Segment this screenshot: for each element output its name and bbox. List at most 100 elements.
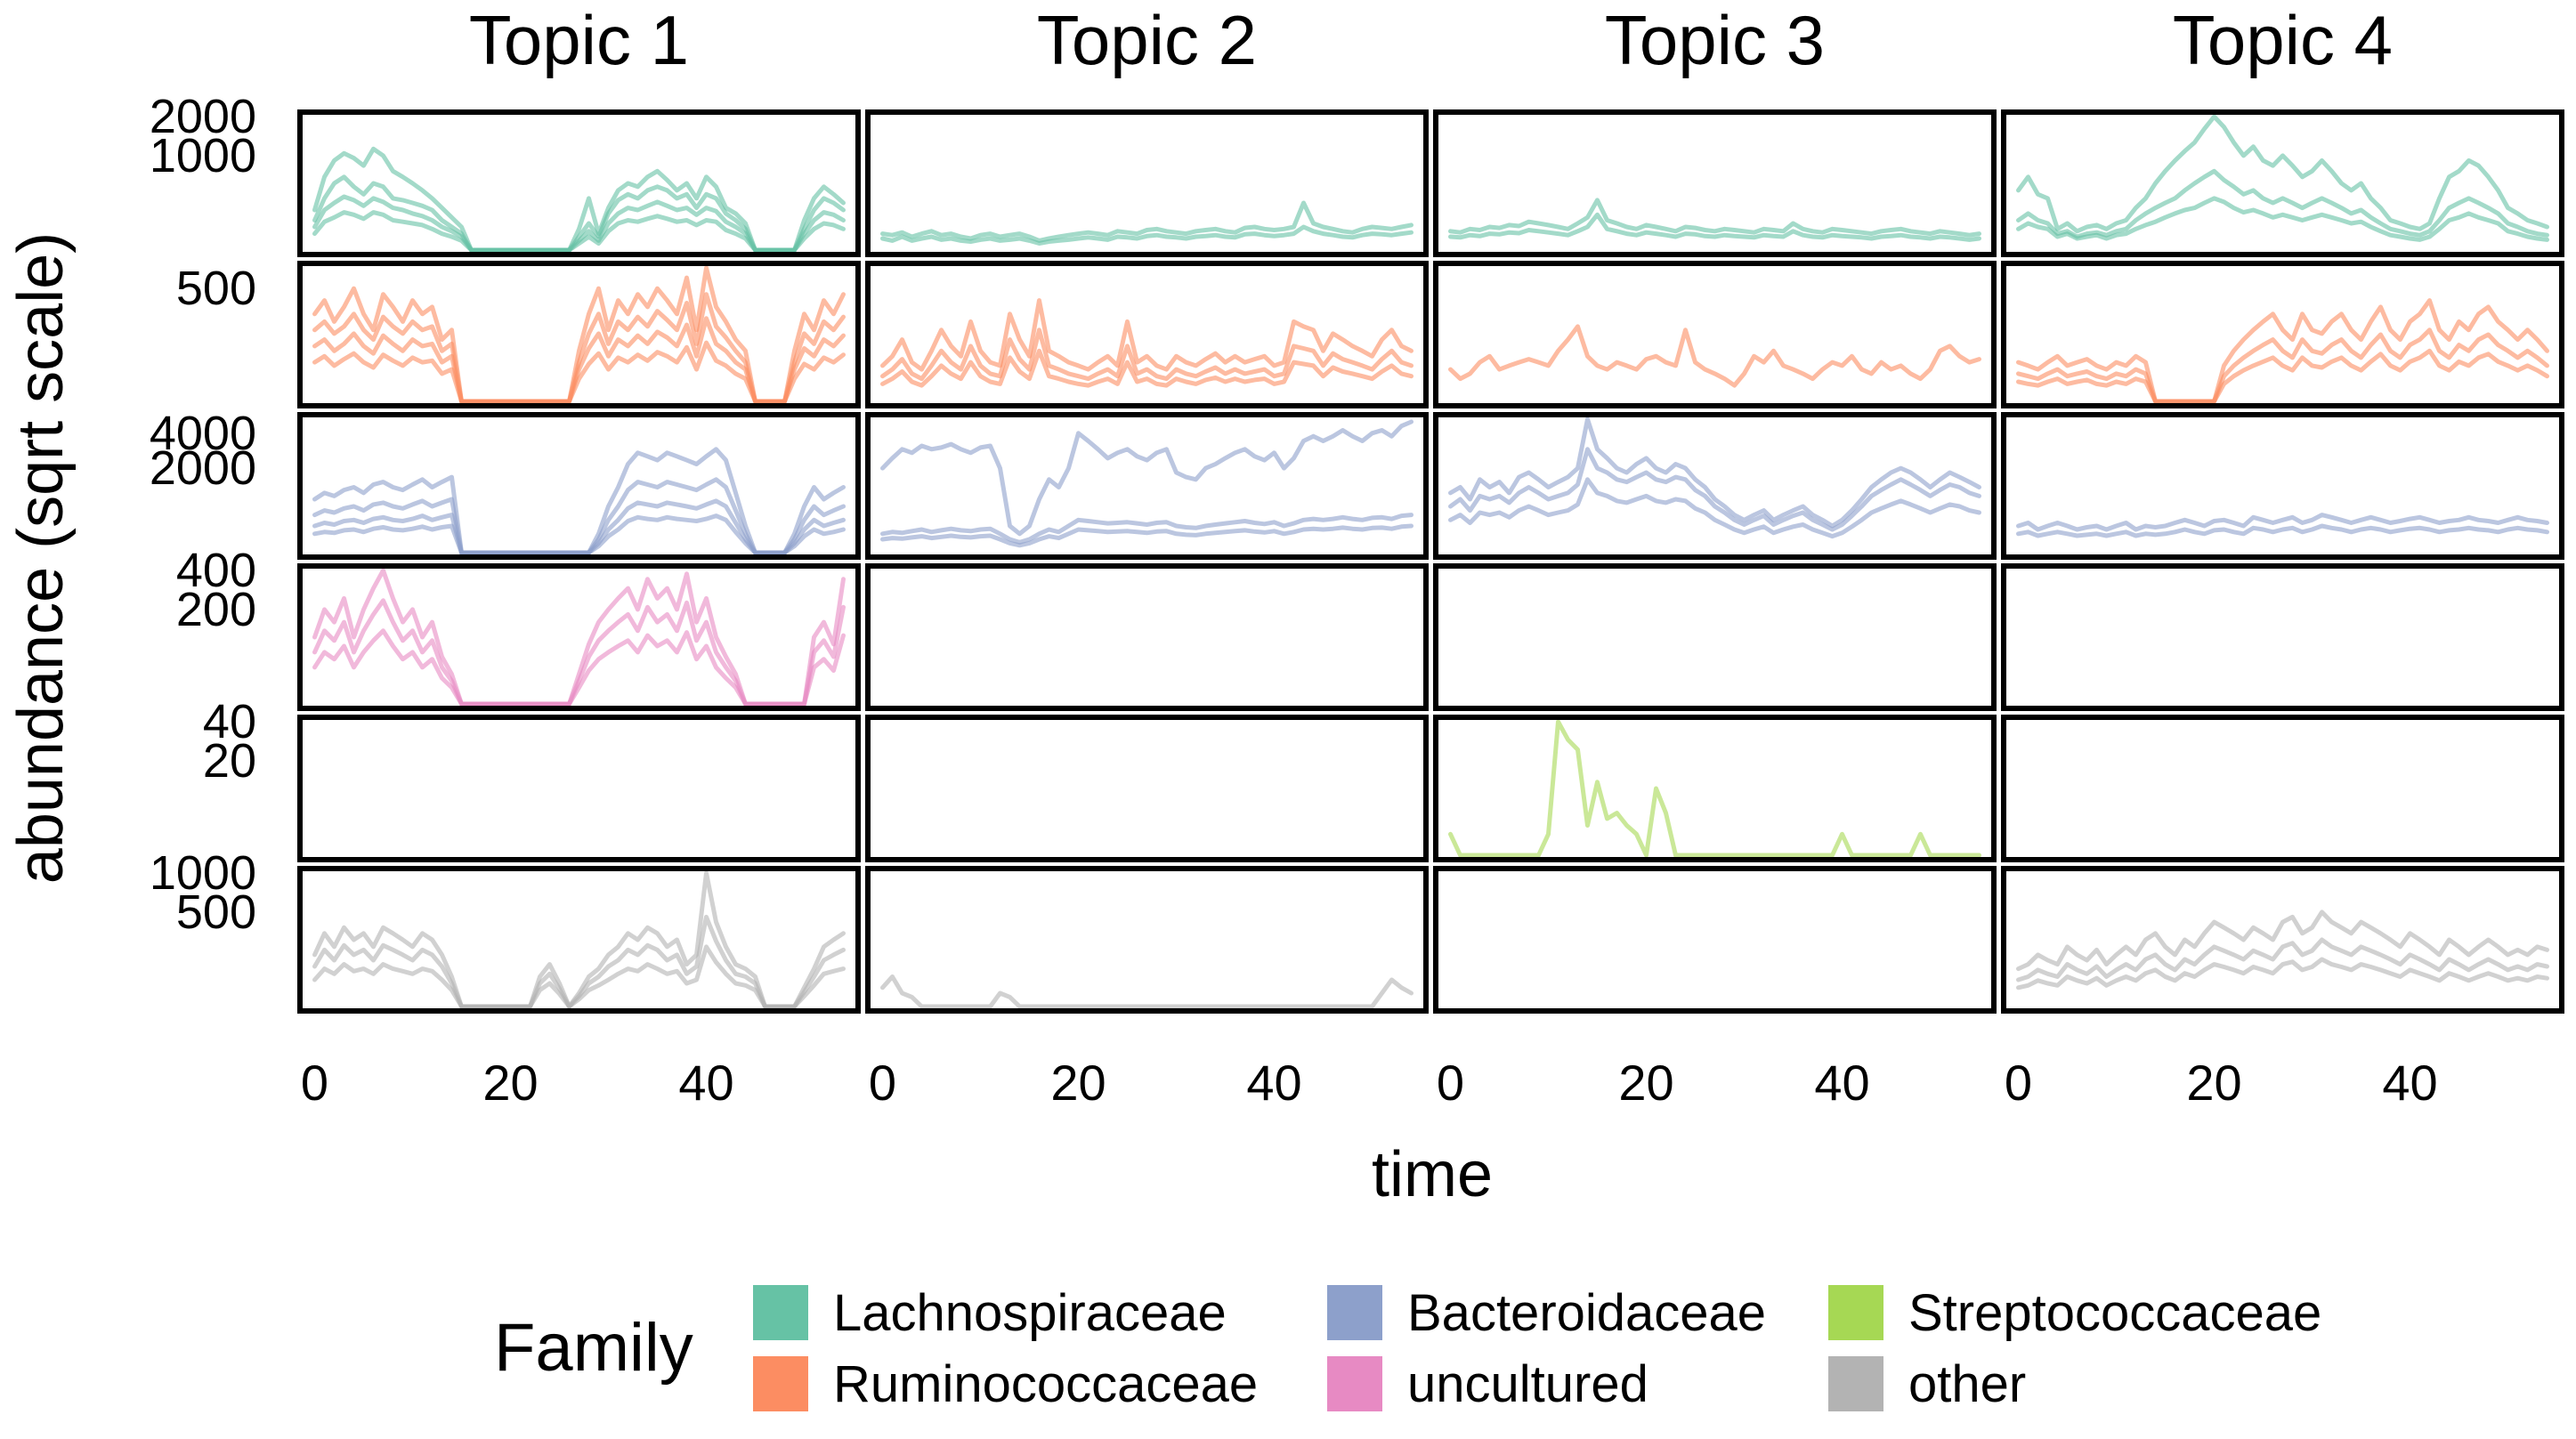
series-line (2016, 327, 2549, 404)
legend-label: Lachnospiraceae (833, 1284, 1227, 1342)
panel-series-group (880, 419, 1414, 548)
series-line (312, 477, 846, 555)
series-line (880, 298, 1414, 372)
facet-panel (297, 715, 861, 862)
panel-series-group (312, 870, 846, 1009)
series-line (2016, 168, 2549, 239)
x-tick-label: 40 (1246, 1055, 1301, 1111)
panel-series-group (1448, 198, 1981, 242)
series-line (312, 914, 846, 1009)
series-line (312, 628, 846, 707)
facet-panel (2001, 866, 2564, 1014)
facet-panel (297, 563, 861, 711)
legend-title: Family (494, 1310, 693, 1386)
panel-series-group (1448, 324, 1981, 388)
panel-series-group (312, 146, 846, 253)
legend-swatch (753, 1285, 808, 1340)
series-line (1448, 212, 1981, 242)
panel-series-group (2016, 114, 2549, 242)
series-line (2016, 348, 2549, 404)
column-title: Topic 1 (469, 1, 689, 79)
legend-label: Streptococcaceae (1908, 1284, 2321, 1342)
series-line (2016, 196, 2549, 242)
facet-panel (2001, 412, 2564, 560)
series-line (312, 944, 846, 1009)
y-tick-label: 2000 (150, 441, 256, 495)
x-tick-label: 20 (482, 1055, 538, 1111)
y-tick-label: 500 (176, 262, 256, 315)
y-tick-label: 200 (176, 583, 256, 636)
x-tick-label: 40 (678, 1055, 733, 1111)
legend-label: Bacteroidaceae (1407, 1284, 1766, 1342)
series-line (880, 513, 1414, 545)
legend-swatch (753, 1356, 808, 1411)
series-line (2016, 909, 2549, 972)
facet-panel (297, 412, 861, 560)
facet-panel (297, 261, 861, 408)
panel-series-group (312, 447, 846, 555)
x-tick-label: 0 (301, 1055, 328, 1111)
y-tick-label: 500 (176, 885, 256, 939)
series-line (2016, 114, 2549, 234)
y-tick-label: 400 (176, 544, 256, 597)
series-line (1448, 477, 1981, 539)
series-line (1448, 416, 1981, 529)
x-tick-label: 20 (1050, 1055, 1106, 1111)
legend-label: uncultured (1407, 1355, 1648, 1413)
legend-label: other (1908, 1355, 2026, 1413)
facet-panel (297, 866, 861, 1014)
y-tick-label: 40 (203, 695, 256, 748)
panel-series-group (880, 298, 1414, 388)
facet-panel (865, 563, 1429, 711)
series-line (2016, 523, 2549, 538)
series-line (880, 200, 1414, 243)
series-line (880, 974, 1414, 1009)
series-line (2016, 957, 2549, 990)
panel-series-group (880, 974, 1414, 1009)
facet-panel (865, 412, 1429, 560)
x-tick-label: 40 (1814, 1055, 1869, 1111)
series-line (312, 340, 846, 404)
y-tick-label: 2000 (150, 90, 256, 143)
panel-series-group (312, 265, 846, 404)
panel-series-group (1448, 719, 1981, 858)
panel-series-group (2016, 909, 2549, 990)
panel-series-group (1448, 416, 1981, 539)
legend-label: Ruminococcaceae (833, 1355, 1258, 1413)
series-line (2016, 513, 2549, 532)
series-line (312, 210, 846, 253)
x-tick-label: 20 (1618, 1055, 1673, 1111)
facet-panel (1433, 261, 1997, 408)
facet-panel (865, 866, 1429, 1014)
facet-panel (865, 715, 1429, 862)
series-line (2016, 937, 2549, 982)
panel-series-group (2016, 513, 2549, 538)
panel-series-group (312, 568, 846, 707)
facet-panel (2001, 261, 2564, 408)
facet-panel (2001, 109, 2564, 257)
y-tick-label: 1000 (150, 129, 256, 182)
x-tick-label: 0 (2005, 1055, 2032, 1111)
x-tick-label: 40 (2382, 1055, 2437, 1111)
legend-swatch (1828, 1356, 1883, 1411)
facet-panel (1433, 563, 1997, 711)
facet-panel (2001, 563, 2564, 711)
facet-panel (2001, 715, 2564, 862)
series-line (880, 523, 1414, 548)
series-line (312, 513, 846, 555)
column-title: Topic 3 (1605, 1, 1825, 79)
panel-series-group (2016, 298, 2549, 404)
facet-panel (865, 109, 1429, 257)
x-tick-label: 0 (1437, 1055, 1464, 1111)
facet-panel (1433, 715, 1997, 862)
series-line (1448, 719, 1981, 858)
series-line (1448, 447, 1981, 532)
legend-swatch (1828, 1285, 1883, 1340)
facet-panel (297, 109, 861, 257)
column-title: Topic 2 (1037, 1, 1257, 79)
series-line (312, 870, 846, 1009)
facet-panel (1433, 412, 1997, 560)
facet-panel (1433, 866, 1997, 1014)
